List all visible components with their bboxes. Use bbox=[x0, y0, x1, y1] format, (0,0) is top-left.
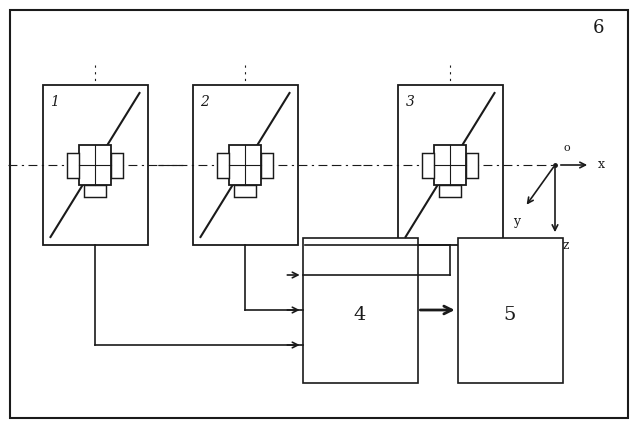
Bar bbox=[217, 153, 229, 178]
Bar bbox=[42, 85, 147, 245]
Bar bbox=[434, 145, 466, 185]
Bar bbox=[422, 153, 434, 178]
Text: 3: 3 bbox=[406, 95, 414, 109]
Bar bbox=[303, 237, 417, 383]
Bar bbox=[111, 153, 123, 178]
Text: 2: 2 bbox=[200, 95, 209, 109]
Bar bbox=[84, 185, 106, 197]
Text: 1: 1 bbox=[51, 95, 60, 109]
Text: o: o bbox=[563, 143, 570, 153]
Bar bbox=[234, 185, 256, 197]
Bar bbox=[466, 153, 478, 178]
Text: z: z bbox=[563, 239, 570, 252]
Text: 6: 6 bbox=[592, 19, 604, 37]
Bar bbox=[439, 185, 461, 197]
Bar bbox=[229, 145, 261, 185]
Text: 5: 5 bbox=[504, 306, 516, 324]
Text: y: y bbox=[513, 215, 520, 228]
Bar bbox=[397, 85, 502, 245]
Bar bbox=[193, 85, 298, 245]
Text: x: x bbox=[598, 159, 605, 172]
Text: 4: 4 bbox=[354, 306, 366, 324]
Bar bbox=[458, 237, 563, 383]
Bar bbox=[67, 153, 79, 178]
Bar bbox=[261, 153, 273, 178]
Bar bbox=[79, 145, 111, 185]
